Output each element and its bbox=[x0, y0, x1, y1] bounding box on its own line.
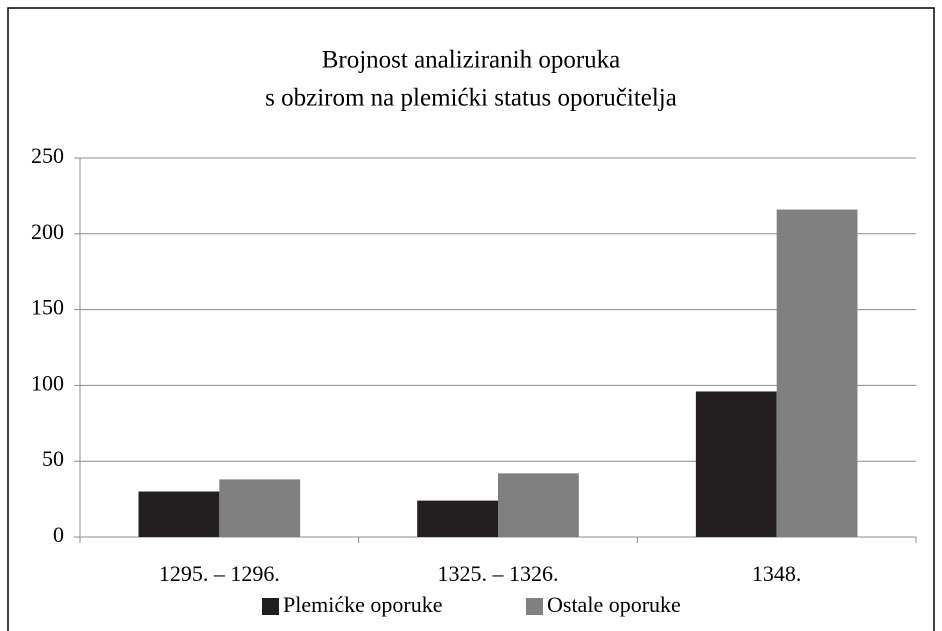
y-tick-label: 150 bbox=[31, 295, 64, 320]
legend-swatch bbox=[526, 598, 543, 615]
legend-label: Ostale oporuke bbox=[547, 592, 681, 617]
bar bbox=[138, 491, 220, 537]
bar bbox=[695, 391, 777, 537]
y-tick-label: 200 bbox=[31, 219, 64, 244]
bar bbox=[776, 209, 858, 537]
x-tick-label: 1325. – 1326. bbox=[438, 561, 559, 586]
legend-swatch bbox=[262, 598, 279, 615]
chart-title: s obzirom na plemićki status oporučitelj… bbox=[265, 85, 677, 112]
y-tick-label: 250 bbox=[31, 143, 64, 168]
bar bbox=[498, 473, 579, 537]
bar bbox=[417, 500, 498, 537]
legend-label: Plemićke oporuke bbox=[283, 592, 442, 617]
y-tick-label: 100 bbox=[31, 370, 64, 395]
y-tick-label: 50 bbox=[42, 446, 64, 471]
x-tick-label: 1348. bbox=[752, 561, 802, 586]
chart-title: Brojnost analiziranih oporuka bbox=[322, 47, 621, 74]
bar bbox=[219, 479, 301, 537]
x-tick-label: 1295. – 1296. bbox=[159, 561, 280, 586]
y-tick-label: 0 bbox=[53, 522, 64, 547]
